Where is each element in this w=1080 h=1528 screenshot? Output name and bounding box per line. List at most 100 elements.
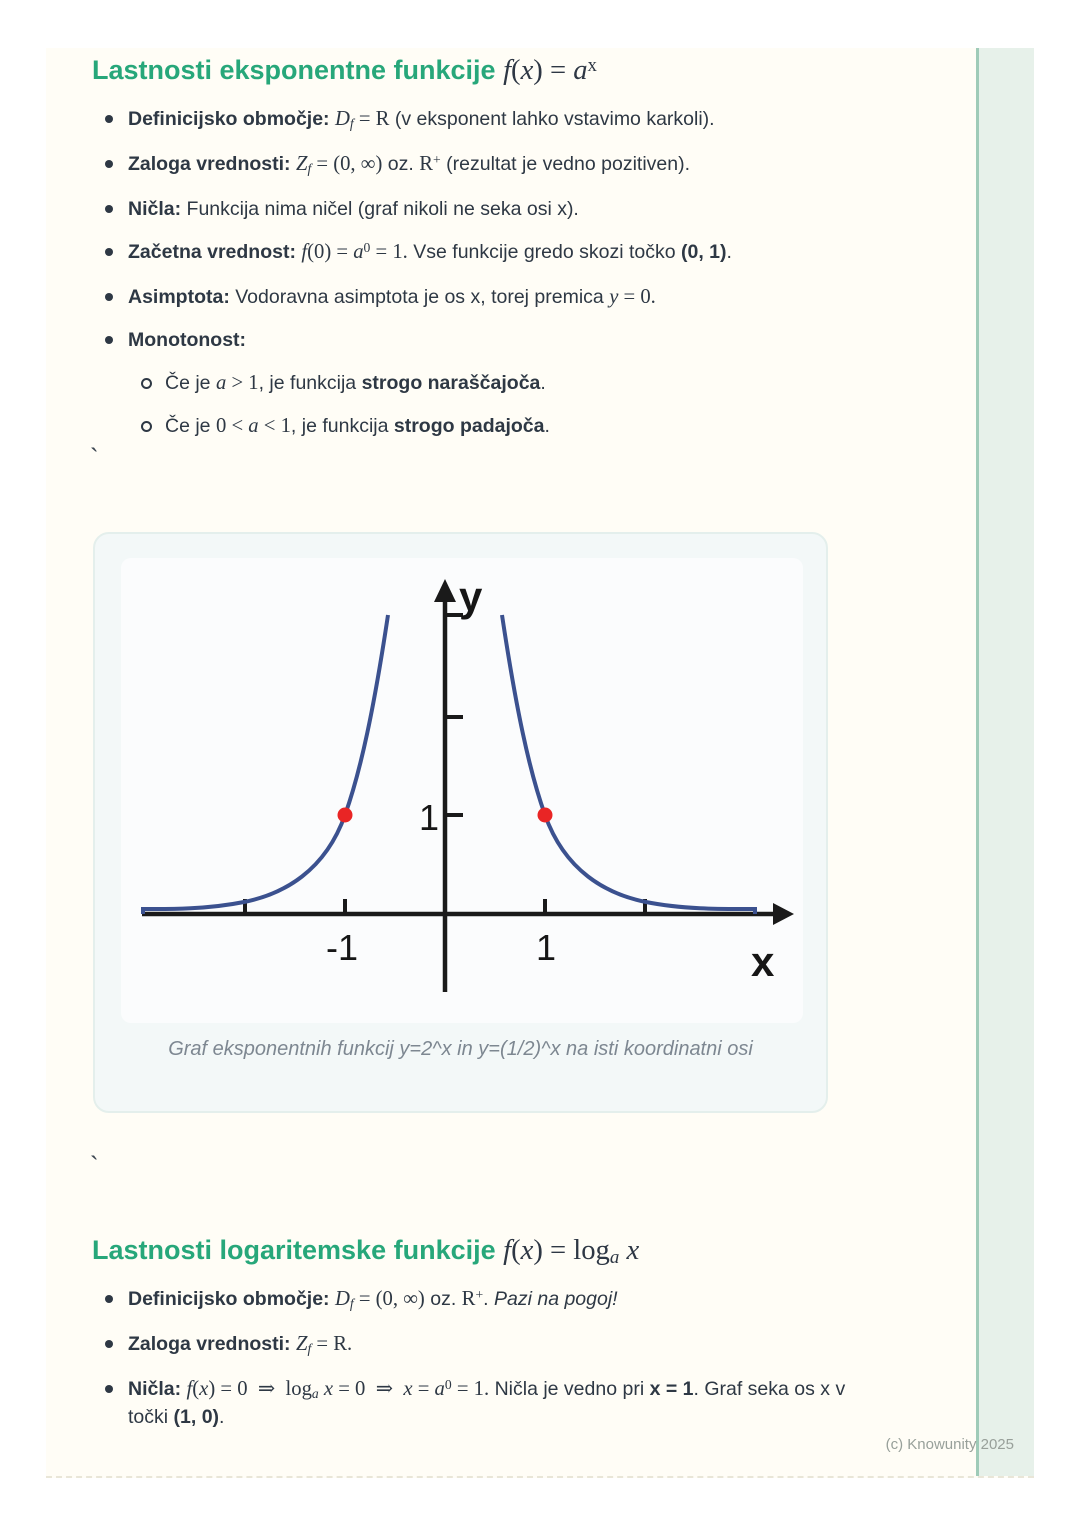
text-segment: strogo naraščajoča bbox=[361, 372, 541, 394]
text-segment: f bbox=[503, 54, 512, 86]
text-segment: , je funkcija bbox=[258, 372, 362, 394]
text-segment: = 0 bbox=[333, 1378, 366, 1400]
text-segment: x bbox=[619, 1234, 640, 1266]
x-tick-label-neg1: -1 bbox=[326, 927, 358, 968]
text-segment: = 1. bbox=[451, 1378, 490, 1400]
text-segment: log bbox=[285, 1378, 312, 1400]
text-segment: ) = 0 bbox=[208, 1378, 248, 1400]
text-segment: x bbox=[520, 1234, 534, 1266]
text-segment: a bbox=[573, 54, 588, 86]
text-segment: = R bbox=[353, 108, 390, 130]
notes-page: Lastnosti eksponentne funkcije f(x) = ax… bbox=[46, 48, 1034, 1478]
text-segment: , je funkcija bbox=[290, 415, 394, 437]
text-segment: Asimptota: bbox=[128, 286, 236, 308]
list-item: Asimptota: Vodoravna asimptota je os x, … bbox=[102, 284, 914, 310]
graph-card: 1 -1 1 y x Graf eksponentnih funkcij y=2… bbox=[93, 532, 828, 1113]
text-segment: a bbox=[609, 1247, 620, 1269]
exponential-properties-list: Definicijsko območje: Df = R (v eksponen… bbox=[102, 106, 914, 456]
curve-right-branch bbox=[500, 614, 757, 914]
text-segment: Zaloga vrednosti: bbox=[128, 1333, 296, 1355]
text-segment: Monotonost: bbox=[128, 329, 247, 351]
text-segment: . bbox=[540, 372, 546, 394]
text-segment: (1, 0) bbox=[173, 1406, 220, 1428]
y-tick-label-1: 1 bbox=[419, 797, 439, 838]
text-segment: (0) = bbox=[307, 241, 354, 263]
stray-backtick: ` bbox=[90, 443, 99, 473]
text-segment: Začetna vrednost: bbox=[128, 241, 302, 263]
text-segment: x bbox=[199, 1378, 209, 1400]
section-heading-logarithmic: Lastnosti logaritemske funkcije f(x) = l… bbox=[92, 1230, 639, 1274]
text-segment: = 0. bbox=[618, 286, 656, 308]
list-item: Definicijsko območje: Df = (0, ∞) oz. R+… bbox=[102, 1286, 872, 1314]
text-segment: f bbox=[349, 116, 354, 131]
text-segment: a bbox=[434, 1378, 445, 1400]
text-segment: > 1 bbox=[226, 372, 259, 394]
text-segment: R bbox=[419, 153, 434, 175]
y-axis-label: y bbox=[459, 573, 483, 620]
x-axis-ticks bbox=[243, 899, 647, 914]
text-segment: f bbox=[186, 1378, 193, 1400]
text-segment: (rezultat je vedno pozitiven). bbox=[440, 153, 691, 175]
text-segment: x bbox=[318, 1378, 334, 1400]
text-segment: a bbox=[248, 415, 259, 437]
text-segment: < 1 bbox=[258, 415, 291, 437]
text-segment: (0, 1) bbox=[681, 241, 727, 263]
logarithmic-properties-list: Definicijsko območje: Df = (0, ∞) oz. R+… bbox=[102, 1286, 872, 1447]
curve-left-branch bbox=[141, 614, 390, 914]
text-segment: (v eksponent lahko vstavimo karkoli). bbox=[389, 108, 715, 130]
list-item: Če je a > 1, je funkcija strogo naraščaj… bbox=[139, 370, 914, 396]
text-segment: 0 bbox=[444, 1376, 452, 1392]
text-segment: a bbox=[353, 241, 364, 263]
text-segment: ) = log bbox=[533, 1234, 610, 1266]
text-segment: Definicijsko območje: bbox=[128, 1288, 335, 1310]
text-segment: Ničla je vedno pri bbox=[489, 1378, 650, 1400]
text-segment: Zaloga vrednosti: bbox=[128, 153, 296, 175]
text-segment: + bbox=[433, 151, 441, 167]
text-segment: ) = bbox=[533, 54, 574, 86]
text-segment: Ničla: bbox=[128, 1378, 187, 1400]
stray-backtick: ` bbox=[90, 1151, 99, 1181]
text-segment: x = 1 bbox=[649, 1378, 694, 1400]
text-segment: = 1. bbox=[370, 241, 408, 263]
exponential-graph: 1 -1 1 y x bbox=[141, 573, 794, 992]
text-segment: = (0, ∞) bbox=[353, 1288, 425, 1310]
text-segment: . bbox=[219, 1406, 225, 1428]
text-segment: ( bbox=[192, 1378, 200, 1400]
text-segment: f bbox=[349, 1296, 354, 1311]
list-item: Zaloga vrednosti: Zf = R. bbox=[102, 1331, 872, 1359]
text-segment: Z bbox=[295, 153, 308, 175]
right-green-strip bbox=[976, 48, 1034, 1476]
heading-text: Lastnosti eksponentne funkcije bbox=[92, 55, 504, 85]
text-segment: . bbox=[544, 415, 550, 437]
text-segment: D bbox=[334, 108, 350, 130]
text-segment: Funkcija nima ničel (graf nikoli ne seka… bbox=[186, 198, 579, 220]
x-tick-label-pos1: 1 bbox=[536, 927, 556, 968]
x-axis-label: x bbox=[751, 938, 775, 985]
text-segment: = bbox=[412, 1378, 435, 1400]
text-segment: x bbox=[403, 1378, 413, 1400]
text-segment: Vse funkcije gredo skozi točko bbox=[407, 241, 681, 263]
text-segment: 0 < bbox=[215, 415, 249, 437]
list-item: Ničla: f(x) = 0 ⇒ loga x = 0 ⇒ x = a0 = … bbox=[102, 1376, 872, 1430]
text-segment: . bbox=[726, 241, 732, 263]
text-segment: f bbox=[503, 1234, 512, 1266]
text-segment: Če je bbox=[165, 415, 216, 437]
text-segment: a bbox=[215, 372, 227, 394]
text-segment: ⇒ bbox=[365, 1378, 404, 1400]
section-heading-exponential: Lastnosti eksponentne funkcije f(x) = ax bbox=[92, 50, 597, 94]
list-item: Začetna vrednost: f(0) = a0 = 1. Vse fun… bbox=[102, 239, 914, 267]
text-segment: f bbox=[307, 1341, 312, 1356]
text-segment: R bbox=[461, 1288, 476, 1310]
y-axis-arrow-icon bbox=[434, 579, 456, 602]
text-segment: + bbox=[475, 1286, 484, 1302]
copyright-notice: (c) Knowunity 2025 bbox=[885, 1436, 1014, 1453]
x-axis-arrow-icon bbox=[773, 903, 794, 925]
text-segment: Z bbox=[295, 1333, 308, 1355]
text-segment: f bbox=[301, 241, 308, 263]
text-segment: y bbox=[609, 286, 619, 308]
text-segment: oz. bbox=[382, 153, 420, 175]
point-minus1-1 bbox=[337, 807, 353, 823]
text-segment: Če je bbox=[165, 372, 216, 394]
text-segment: = R. bbox=[311, 1333, 353, 1355]
text-segment: ( bbox=[511, 54, 521, 86]
